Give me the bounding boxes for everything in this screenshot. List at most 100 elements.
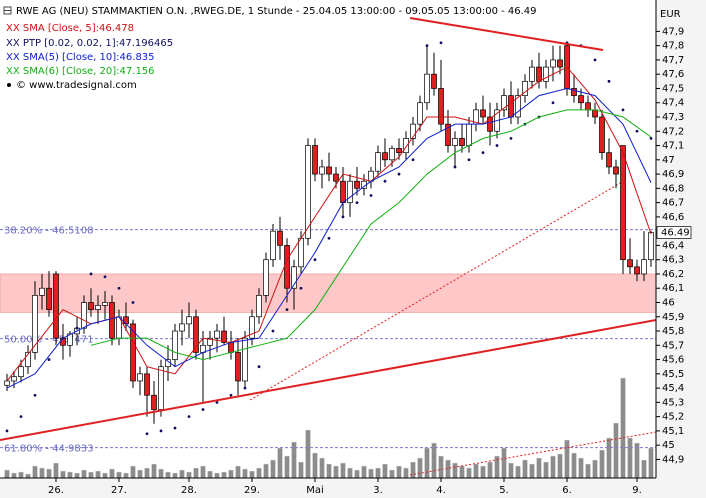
- currency-label: EUR: [660, 9, 681, 20]
- x-tick-label: 6.: [562, 485, 572, 496]
- candle-body: [466, 123, 472, 146]
- ptp-dot: [47, 358, 51, 361]
- volume-bar: [151, 463, 157, 478]
- candle-body: [606, 152, 612, 168]
- ptp-dot: [383, 179, 387, 183]
- volume-bar: [270, 459, 276, 478]
- y-tick-label: 45,6: [662, 355, 684, 366]
- candle-body: [319, 166, 325, 175]
- volume-bar: [592, 459, 598, 478]
- volume-bar: [193, 467, 199, 478]
- volume-bar: [4, 469, 10, 478]
- y-tick-label: 46,7: [662, 198, 684, 209]
- chart-title: RWE AG (NEU) STAMMAKTIEN O.N. ,RWEG.DE, …: [16, 6, 537, 17]
- y-tick-label: 45,5: [662, 369, 684, 380]
- candle-body: [214, 330, 220, 339]
- y-tick-label: 45,4: [662, 383, 684, 394]
- candle-body: [221, 330, 227, 343]
- volume-bar: [263, 463, 269, 478]
- indicator-line: [6, 87, 652, 389]
- volume-bar: [11, 472, 17, 478]
- candle-body: [515, 95, 521, 118]
- y-tick-label: 47,4: [662, 98, 684, 109]
- candle-body: [382, 152, 388, 161]
- volume-bar: [200, 465, 206, 478]
- volume-bar: [214, 472, 220, 478]
- volume-bar: [123, 472, 129, 478]
- candle-body: [263, 259, 269, 296]
- volume-bar: [515, 465, 521, 478]
- candle-body: [396, 148, 402, 154]
- ptp-dot: [5, 429, 9, 433]
- candle-body: [578, 95, 584, 104]
- y-tick-label: 47,9: [662, 26, 684, 37]
- volume-bar: [550, 455, 556, 478]
- candle-body: [67, 333, 73, 346]
- y-tick-label: 45,2: [662, 412, 684, 423]
- volume-bar: [95, 470, 101, 478]
- indicator-line: [90, 109, 652, 361]
- volume-bar: [522, 459, 528, 478]
- ptp-dot: [341, 215, 345, 219]
- volume-bar: [613, 422, 619, 478]
- volume-bar: [417, 457, 423, 478]
- candle-body: [144, 373, 150, 396]
- candle-body: [354, 180, 360, 189]
- candle-body: [536, 66, 542, 82]
- trend-line: [0, 319, 656, 441]
- volume-bar: [396, 465, 402, 478]
- y-tick-label: 47,3: [662, 112, 684, 123]
- legend-bullet: [7, 83, 11, 87]
- candle-body: [599, 116, 605, 154]
- last-price-label: 46.49: [661, 228, 690, 239]
- candle-body: [270, 230, 276, 261]
- volume-bar: [627, 437, 633, 478]
- volume-bar: [487, 461, 493, 478]
- y-tick-label: 44,9: [662, 454, 684, 465]
- volume-bar: [494, 455, 500, 478]
- indicator-layer: [5, 41, 653, 436]
- y-tick-label: 46,1: [662, 283, 684, 294]
- candle-body: [179, 323, 185, 332]
- candle-body: [634, 266, 640, 275]
- legend: RWE AG (NEU) STAMMAKTIEN O.N. ,RWEG.DE, …: [3, 6, 537, 91]
- candle-body: [158, 366, 164, 410]
- candle-body: [452, 138, 458, 146]
- ptp-dot: [607, 79, 611, 83]
- candle-body: [46, 287, 52, 310]
- ptp-dot: [271, 329, 275, 333]
- candle-body: [235, 352, 241, 382]
- y-tick-label: 46,2: [662, 269, 684, 280]
- volume-bar: [578, 457, 584, 478]
- volume-bar: [466, 467, 472, 478]
- y-tick-label: 47,5: [662, 83, 684, 94]
- ptp-dot: [453, 165, 457, 169]
- volume-bar: [410, 461, 416, 478]
- last-price-tag: [656, 226, 692, 239]
- volume-bar: [648, 447, 654, 478]
- candle-body: [249, 316, 255, 339]
- volume-bar: [431, 442, 437, 478]
- ptp-dot: [257, 365, 261, 369]
- volume-bar: [158, 468, 164, 478]
- legend-entry: XX SMA(6) [Close, 20]:47.156: [6, 66, 155, 77]
- volume-bar: [179, 469, 185, 478]
- volume-bar: [382, 463, 388, 478]
- candle-body: [207, 337, 213, 346]
- ptp-dot: [439, 41, 443, 45]
- fib-label: 50.00% - 45.7471: [4, 335, 93, 346]
- ptp-dot: [173, 426, 177, 430]
- volume-bar: [277, 447, 283, 478]
- candle-body: [592, 109, 598, 118]
- volume-bar: [606, 437, 612, 478]
- ptp-dot: [33, 393, 37, 397]
- ptp-dot: [467, 158, 471, 162]
- volume-bar: [116, 471, 122, 478]
- candle-body: [172, 330, 178, 360]
- trend-dotted: [409, 431, 656, 476]
- candle-body: [543, 66, 549, 82]
- ptp-dot: [649, 137, 653, 140]
- ptp-dot: [229, 393, 233, 397]
- volume-layer: [4, 377, 654, 478]
